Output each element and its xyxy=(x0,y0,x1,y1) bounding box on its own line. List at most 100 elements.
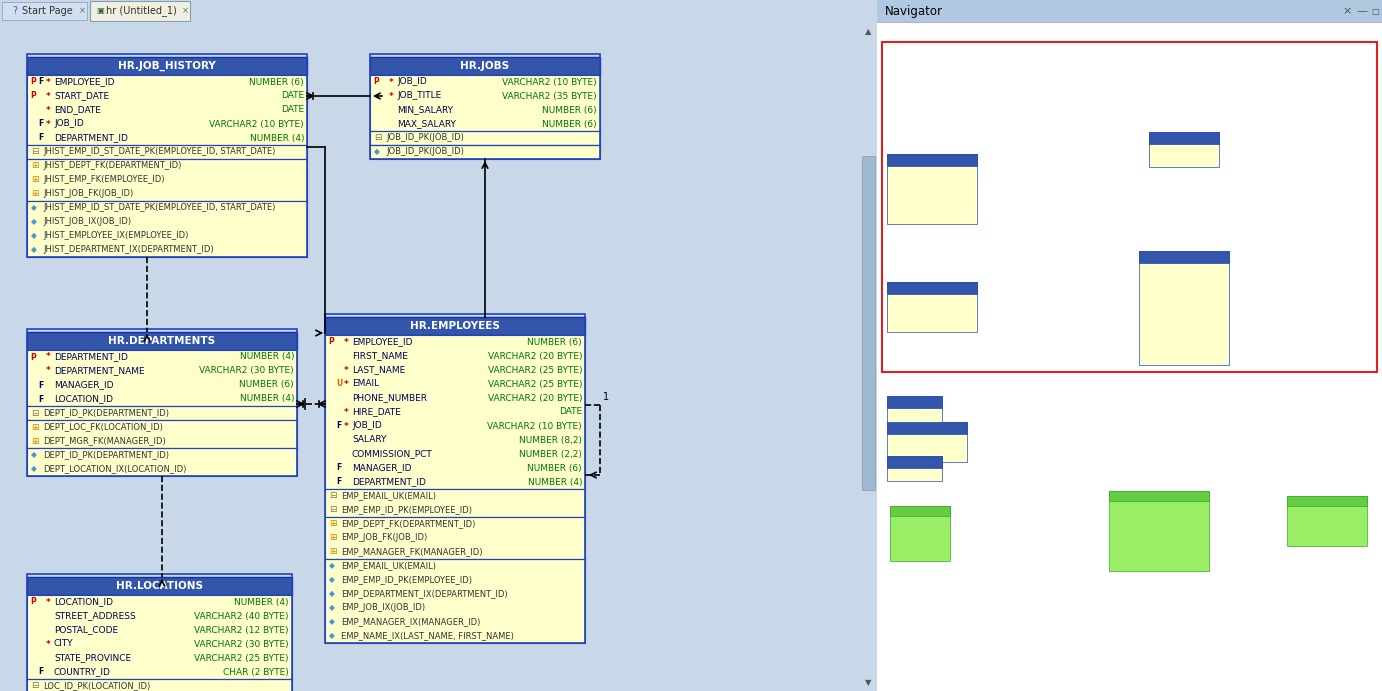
Text: VARCHAR2 (20 BYTE): VARCHAR2 (20 BYTE) xyxy=(488,352,582,361)
Text: *: * xyxy=(46,366,51,375)
Text: ?: ? xyxy=(12,6,17,16)
Text: 1: 1 xyxy=(603,392,609,402)
Bar xyxy=(28,574,292,691)
Text: HR.DEPARTMENTS: HR.DEPARTMENTS xyxy=(108,336,216,346)
Text: *: * xyxy=(344,408,348,417)
Bar xyxy=(887,153,977,166)
Text: JHIST_EMP_ID_ST_DATE_PK(EMPLOYEE_ID, START_DATE): JHIST_EMP_ID_ST_DATE_PK(EMPLOYEE_ID, STA… xyxy=(43,147,275,156)
Text: P: P xyxy=(30,77,36,86)
Bar xyxy=(28,75,307,145)
Text: U: U xyxy=(336,379,343,388)
Text: ⊞: ⊞ xyxy=(30,176,39,184)
Text: ◆: ◆ xyxy=(329,576,334,585)
Bar xyxy=(1139,252,1229,263)
Bar xyxy=(887,153,977,223)
Bar xyxy=(325,335,585,489)
Text: EMP_EMP_ID_PK(EMPLOYEE_ID): EMP_EMP_ID_PK(EMPLOYEE_ID) xyxy=(341,576,473,585)
Text: *: * xyxy=(388,77,394,86)
Text: VARCHAR2 (40 BYTE): VARCHAR2 (40 BYTE) xyxy=(195,612,289,621)
Text: NUMBER (6): NUMBER (6) xyxy=(249,77,304,86)
Text: *: * xyxy=(46,106,51,115)
Bar xyxy=(887,456,943,468)
Bar xyxy=(1287,496,1367,546)
Text: DEPARTMENT_ID: DEPARTMENT_ID xyxy=(54,133,129,142)
Text: ◆: ◆ xyxy=(375,147,380,156)
Text: ⊞: ⊞ xyxy=(30,422,39,431)
Text: hr (Untitled_1): hr (Untitled_1) xyxy=(106,6,177,17)
Bar xyxy=(890,506,949,516)
Bar xyxy=(28,201,307,257)
Text: HR.JOB_HISTORY: HR.JOB_HISTORY xyxy=(117,61,216,71)
Text: DEPARTMENT_ID: DEPARTMENT_ID xyxy=(352,477,426,486)
Text: HR.EMPLOYEES: HR.EMPLOYEES xyxy=(410,321,500,331)
Text: DEPT_ID_PK(DEPARTMENT_ID): DEPT_ID_PK(DEPARTMENT_ID) xyxy=(43,451,169,460)
Bar xyxy=(28,595,292,679)
Text: EMP_MANAGER_IX(MANAGER_ID): EMP_MANAGER_IX(MANAGER_ID) xyxy=(341,618,481,627)
Text: NUMBER (6): NUMBER (6) xyxy=(239,381,294,390)
Bar xyxy=(878,0,1382,22)
Bar xyxy=(28,420,297,448)
Text: MANAGER_ID: MANAGER_ID xyxy=(54,381,113,390)
Text: ⊟: ⊟ xyxy=(329,491,336,500)
Bar xyxy=(90,1,189,21)
Text: ◆: ◆ xyxy=(329,618,334,627)
Text: ◆: ◆ xyxy=(329,562,334,571)
Text: EMP_MANAGER_FK(MANAGER_ID): EMP_MANAGER_FK(MANAGER_ID) xyxy=(341,547,482,556)
Text: MAX_SALARY: MAX_SALARY xyxy=(397,120,456,129)
Text: START_DATE: START_DATE xyxy=(54,91,109,100)
Text: SALARY: SALARY xyxy=(352,435,387,444)
Text: □: □ xyxy=(1371,6,1379,15)
Bar xyxy=(28,406,297,420)
Bar xyxy=(28,54,307,257)
Text: F: F xyxy=(37,133,43,142)
Text: JHIST_EMP_ID_ST_DATE_PK(EMPLOYEE_ID, START_DATE): JHIST_EMP_ID_ST_DATE_PK(EMPLOYEE_ID, STA… xyxy=(43,204,275,213)
Text: ◆: ◆ xyxy=(329,632,334,641)
Bar xyxy=(887,422,967,462)
Text: P: P xyxy=(30,352,36,361)
Text: ×: × xyxy=(79,6,86,15)
Text: ⊞: ⊞ xyxy=(30,189,39,198)
Text: ◆: ◆ xyxy=(329,603,334,612)
Text: JHIST_DEPT_FK(DEPARTMENT_ID): JHIST_DEPT_FK(DEPARTMENT_ID) xyxy=(43,162,181,171)
Text: EMP_DEPARTMENT_IX(DEPARTMENT_ID): EMP_DEPARTMENT_IX(DEPARTMENT_ID) xyxy=(341,589,507,598)
Text: *: * xyxy=(46,120,51,129)
Text: LOCATION_ID: LOCATION_ID xyxy=(54,395,113,404)
Bar xyxy=(882,42,1376,372)
Text: F: F xyxy=(37,77,43,86)
Text: NUMBER (2,2): NUMBER (2,2) xyxy=(520,450,582,459)
Text: VARCHAR2 (30 BYTE): VARCHAR2 (30 BYTE) xyxy=(199,366,294,375)
Text: DATE: DATE xyxy=(558,408,582,417)
Text: ◆: ◆ xyxy=(30,451,37,460)
Text: NUMBER (8,2): NUMBER (8,2) xyxy=(520,435,582,444)
Text: *: * xyxy=(46,91,51,100)
Text: STATE_PROVINCE: STATE_PROVINCE xyxy=(54,654,131,663)
Text: EMAIL: EMAIL xyxy=(352,379,379,388)
Bar xyxy=(887,456,943,481)
Text: F: F xyxy=(37,381,43,390)
Bar xyxy=(325,489,585,517)
Text: EMP_EMAIL_UK(EMAIL): EMP_EMAIL_UK(EMAIL) xyxy=(341,562,435,571)
Text: *: * xyxy=(46,598,51,607)
Bar xyxy=(1148,133,1219,144)
Text: ⊟: ⊟ xyxy=(30,408,39,417)
Text: NUMBER (6): NUMBER (6) xyxy=(528,337,582,346)
Text: P: P xyxy=(373,77,379,86)
Bar xyxy=(325,314,585,643)
Text: VARCHAR2 (10 BYTE): VARCHAR2 (10 BYTE) xyxy=(488,422,582,430)
Text: P: P xyxy=(30,91,36,100)
Text: EMP_DEPT_FK(DEPARTMENT_ID): EMP_DEPT_FK(DEPARTMENT_ID) xyxy=(341,520,475,529)
Text: Navigator: Navigator xyxy=(884,5,943,17)
Text: EMPLOYEE_ID: EMPLOYEE_ID xyxy=(352,337,412,346)
Text: *: * xyxy=(46,77,51,86)
Text: ◆: ◆ xyxy=(329,589,334,598)
Text: *: * xyxy=(344,379,348,388)
Bar xyxy=(1139,252,1229,366)
Text: F: F xyxy=(336,464,341,473)
Bar xyxy=(1,2,87,20)
Text: ⊞: ⊞ xyxy=(329,533,336,542)
Text: FIRST_NAME: FIRST_NAME xyxy=(352,352,408,361)
Text: VARCHAR2 (10 BYTE): VARCHAR2 (10 BYTE) xyxy=(503,77,597,86)
Bar xyxy=(887,396,943,431)
Text: DEPARTMENT_ID: DEPARTMENT_ID xyxy=(54,352,129,361)
Text: —: — xyxy=(1357,6,1368,16)
